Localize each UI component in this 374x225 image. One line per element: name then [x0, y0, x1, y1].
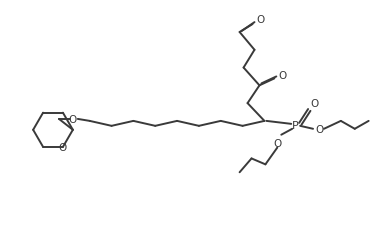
Text: O: O	[315, 124, 323, 134]
Text: O: O	[59, 142, 67, 152]
Text: P: P	[292, 120, 298, 130]
Text: O: O	[273, 138, 282, 148]
Text: O: O	[310, 99, 318, 109]
Text: O: O	[69, 114, 77, 124]
Text: O: O	[278, 71, 286, 81]
Text: O: O	[256, 15, 264, 25]
